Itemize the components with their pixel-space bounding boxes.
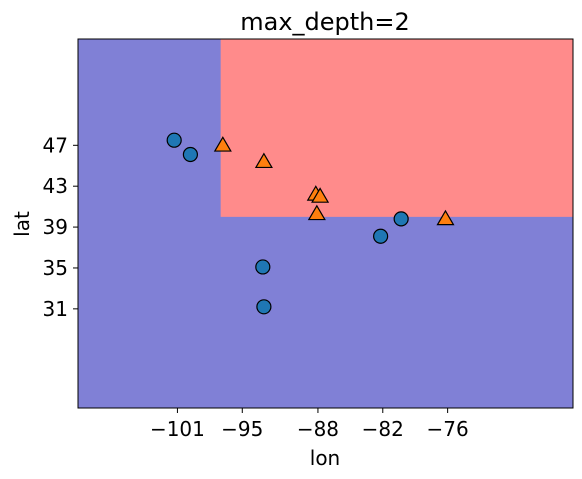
data-point-triangle <box>254 152 273 169</box>
data-point-circle <box>166 132 182 148</box>
y-tick-label: 43 <box>43 174 68 198</box>
data-point-circle <box>255 259 271 275</box>
data-point-triangle <box>213 136 232 152</box>
decision-regions <box>78 39 573 408</box>
x-axis-ticks: −101 −95 −88 −82 −76 <box>150 408 469 441</box>
data-point-triangle <box>311 187 330 203</box>
y-axis-label: lat <box>10 211 34 237</box>
data-point-circle <box>393 211 409 227</box>
data-point-circle <box>373 228 389 244</box>
chart-title: max_depth=2 <box>240 8 410 36</box>
y-tick-label: 47 <box>43 133 68 157</box>
data-point-triangle <box>307 204 326 221</box>
y-axis-ticks: 31 35 39 43 47 <box>43 133 78 321</box>
x-tick-label: −101 <box>150 417 205 441</box>
y-tick-label: 35 <box>43 256 68 280</box>
x-tick-label: −88 <box>297 417 339 441</box>
x-tick-label: −76 <box>427 417 469 441</box>
y-tick-label: 39 <box>43 215 68 239</box>
region-1 <box>220 39 573 217</box>
x-axis-label: lon <box>310 446 340 470</box>
data-points <box>166 132 455 315</box>
x-tick-label: −82 <box>362 417 404 441</box>
data-point-triangle <box>436 209 455 226</box>
y-tick-label: 31 <box>43 297 68 321</box>
data-point-circle <box>182 146 199 163</box>
data-point-circle <box>256 299 272 315</box>
plot-frame <box>77 38 574 409</box>
x-tick-label: −95 <box>221 417 263 441</box>
